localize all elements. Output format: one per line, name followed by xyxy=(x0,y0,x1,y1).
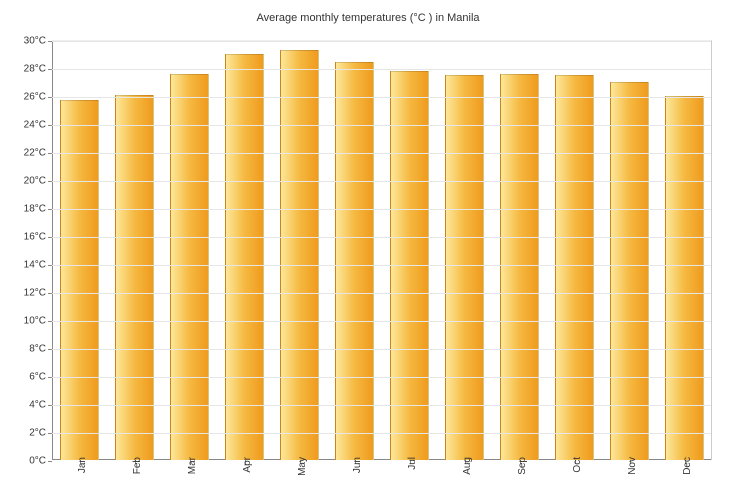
x-tick-label: Dec xyxy=(682,457,693,475)
bar xyxy=(610,82,649,460)
x-tick-label: May xyxy=(297,457,308,476)
x-tick-label: Jul xyxy=(407,457,418,470)
gridline xyxy=(52,41,711,42)
bar xyxy=(225,54,264,460)
x-tick-label: Oct xyxy=(572,457,583,473)
x-tick-label: Aug xyxy=(462,457,473,475)
gridline xyxy=(52,321,711,322)
chart-container: Average monthly temperatures (°C ) in Ma… xyxy=(0,0,736,500)
gridline xyxy=(52,377,711,378)
y-tick-label: 28°C xyxy=(8,64,46,75)
y-tick-mark xyxy=(48,377,52,378)
y-tick-label: 30°C xyxy=(8,36,46,47)
y-tick-label: 6°C xyxy=(8,372,46,383)
y-tick-label: 2°C xyxy=(8,428,46,439)
x-tick-label: Jun xyxy=(352,457,363,473)
gridline xyxy=(52,237,711,238)
y-tick-mark xyxy=(48,433,52,434)
y-tick-mark xyxy=(48,461,52,462)
y-tick-mark xyxy=(48,293,52,294)
bar xyxy=(445,75,484,460)
plot-area: 0°C2°C4°C6°C8°C10°C12°C14°C16°C18°C20°C2… xyxy=(52,40,712,460)
x-tick-label: Jan xyxy=(77,457,88,473)
y-tick-label: 26°C xyxy=(8,92,46,103)
y-tick-mark xyxy=(48,97,52,98)
x-tick-label: Nov xyxy=(627,457,638,475)
y-tick-label: 10°C xyxy=(8,316,46,327)
gridline xyxy=(52,69,711,70)
bar xyxy=(500,74,539,460)
bar xyxy=(555,75,594,460)
gridline xyxy=(52,293,711,294)
y-tick-label: 8°C xyxy=(8,344,46,355)
y-tick-mark xyxy=(48,405,52,406)
bar xyxy=(335,62,374,460)
y-tick-label: 16°C xyxy=(8,232,46,243)
y-tick-mark xyxy=(48,153,52,154)
bars-group xyxy=(52,41,711,460)
y-tick-mark xyxy=(48,181,52,182)
gridline xyxy=(52,125,711,126)
gridline xyxy=(52,209,711,210)
gridline xyxy=(52,181,711,182)
x-tick-label: Feb xyxy=(132,457,143,474)
x-tick-label: Apr xyxy=(242,457,253,473)
gridline xyxy=(52,153,711,154)
y-tick-mark xyxy=(48,265,52,266)
y-tick-mark xyxy=(48,321,52,322)
y-tick-label: 24°C xyxy=(8,120,46,131)
gridline xyxy=(52,97,711,98)
y-tick-mark xyxy=(48,41,52,42)
y-tick-mark xyxy=(48,349,52,350)
gridline xyxy=(52,433,711,434)
x-tick-label: Sep xyxy=(517,457,528,475)
y-tick-mark xyxy=(48,209,52,210)
y-tick-label: 4°C xyxy=(8,400,46,411)
y-tick-mark xyxy=(48,125,52,126)
y-tick-mark xyxy=(48,69,52,70)
x-tick-label: Mar xyxy=(187,457,198,474)
gridline xyxy=(52,349,711,350)
y-tick-label: 22°C xyxy=(8,148,46,159)
bar xyxy=(170,74,209,460)
gridline xyxy=(52,405,711,406)
y-tick-label: 0°C xyxy=(8,456,46,467)
bar xyxy=(280,50,319,460)
gridline xyxy=(52,265,711,266)
y-tick-label: 14°C xyxy=(8,260,46,271)
chart-title: Average monthly temperatures (°C ) in Ma… xyxy=(0,12,736,24)
bar xyxy=(60,100,99,460)
y-tick-mark xyxy=(48,237,52,238)
y-tick-label: 12°C xyxy=(8,288,46,299)
y-tick-label: 18°C xyxy=(8,204,46,215)
y-tick-label: 20°C xyxy=(8,176,46,187)
